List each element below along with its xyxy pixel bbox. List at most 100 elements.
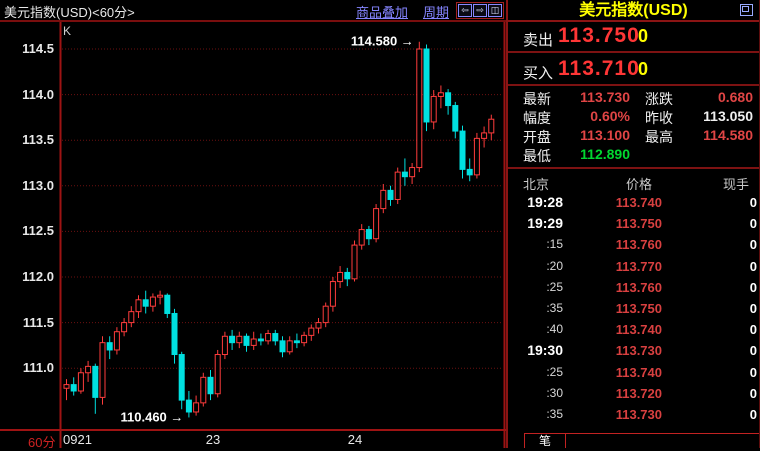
trade-row: :25 113.740 0 <box>508 362 759 383</box>
candle <box>401 171 408 178</box>
x-axis-label: 24 <box>347 432 363 447</box>
trade-time: :20 <box>546 258 563 273</box>
candle <box>301 334 308 344</box>
trade-price: 113.750 <box>615 216 662 232</box>
forward-arrow-icon[interactable]: ⇨ <box>473 4 487 17</box>
trade-time: :35 <box>546 407 563 421</box>
candle <box>272 333 279 342</box>
trade-time: :25 <box>546 364 563 379</box>
quote-panel: 美元指数(USD) 卖出 113.750 0 买入 113.710 0 最新 1… <box>506 0 760 448</box>
sell-size: 0 <box>638 26 649 46</box>
high-annotation: 114.580 → <box>351 34 414 49</box>
trade-time: :25 <box>546 279 563 294</box>
candle <box>437 92 444 97</box>
x-axis-label: 0921 <box>63 432 92 447</box>
candle <box>142 299 149 307</box>
candle <box>113 331 120 351</box>
sell-quote-row: 卖出 113.750 0 <box>508 22 759 53</box>
trade-price: 113.760 <box>615 237 662 253</box>
candle <box>308 327 315 336</box>
header-time: 北京 <box>523 177 550 192</box>
buy-size: 0 <box>638 59 649 79</box>
candle <box>459 130 466 170</box>
trade-row: 19:29 113.750 0 <box>508 213 759 234</box>
stats-row: 开盘 113.100 最高 114.580 <box>508 127 759 147</box>
candle <box>200 376 207 404</box>
candle <box>351 244 358 280</box>
candle <box>135 299 142 313</box>
trade-row: :40 113.740 0 <box>508 319 759 340</box>
candle <box>149 296 156 307</box>
overlay-compare-link[interactable]: 商品叠加 <box>356 5 409 20</box>
candle <box>92 365 99 398</box>
stat-prevclose-label: 昨收 <box>645 110 673 126</box>
candle <box>106 342 113 351</box>
period-link[interactable]: 周期 <box>423 5 450 20</box>
candle <box>365 229 372 240</box>
candle <box>279 340 286 353</box>
candle <box>157 294 164 298</box>
candlestick-chart: 114.580 → 110.460 → <box>0 22 506 448</box>
stat-high-value: 114.580 <box>703 127 753 143</box>
sell-price: 113.750 <box>558 24 640 47</box>
trade-volume: 0 <box>749 237 757 253</box>
x-axis-label: 23 <box>205 432 221 447</box>
trade-time: :30 <box>546 385 563 400</box>
trade-price: 113.740 <box>615 322 662 338</box>
candlestick-chart-region[interactable]: 114.580 → 110.460 → K 114.5 114.0 113.5 113.… <box>0 22 506 450</box>
candle <box>250 338 257 346</box>
trade-volume: 0 <box>749 322 757 338</box>
trade-price: 113.760 <box>615 279 662 295</box>
candle <box>394 171 401 200</box>
header-price: 价格 <box>626 177 653 192</box>
stats-row: 最新 113.730 涨跌 0.680 <box>508 89 759 109</box>
trade-price: 113.720 <box>615 385 662 401</box>
trade-row: 19:30 113.730 0 <box>508 340 759 361</box>
candle <box>481 132 488 139</box>
candle <box>77 372 84 392</box>
trade-volume: 0 <box>749 364 757 380</box>
candle <box>185 399 192 413</box>
stat-last-value: 113.730 <box>580 89 630 105</box>
trade-volume: 0 <box>749 279 757 295</box>
candle <box>99 342 106 398</box>
candle <box>473 137 480 176</box>
trade-volume: 0 <box>749 385 757 401</box>
trade-time: 19:28 <box>527 194 563 210</box>
candle <box>293 340 300 344</box>
back-arrow-icon[interactable]: ⇦ <box>458 4 472 17</box>
trade-row: :30 113.720 0 <box>508 383 759 404</box>
sell-label: 卖出 <box>523 32 554 49</box>
candle <box>387 189 394 200</box>
stat-prevclose-value: 113.050 <box>703 108 753 124</box>
candle <box>171 312 178 356</box>
k-line-label: K <box>63 24 72 38</box>
trade-table-header: 北京 价格 现手 <box>508 171 759 192</box>
trade-time: 19:30 <box>527 342 563 359</box>
trade-row: :20 113.770 0 <box>508 256 759 277</box>
candle <box>214 354 221 395</box>
trade-volume: 0 <box>749 195 757 210</box>
candle <box>243 335 250 346</box>
split-window-icon[interactable]: ◫ <box>488 4 502 17</box>
y-axis-label: 112.5 <box>22 223 54 239</box>
y-axis-label: 114.5 <box>22 41 54 56</box>
candle <box>128 311 135 324</box>
trade-price: 113.750 <box>615 301 662 316</box>
tab-tick-detail[interactable]: 笔 <box>524 433 566 448</box>
trade-volume: 0 <box>749 301 757 316</box>
y-axis-label: 111.5 <box>22 314 54 330</box>
y-axis-label: 113.0 <box>22 177 54 193</box>
trade-volume: 0 <box>749 258 757 274</box>
candle <box>466 168 473 176</box>
candle <box>315 322 322 329</box>
restore-window-icon[interactable] <box>740 4 753 16</box>
stat-low-label: 最低 <box>523 148 551 164</box>
candle <box>85 365 92 374</box>
trade-time: :35 <box>546 301 563 315</box>
candle <box>221 335 228 356</box>
trade-price: 113.740 <box>615 364 662 380</box>
stats-block: 最新 113.730 涨跌 0.680 幅度 0.60% 昨收 113.050 … <box>508 88 759 169</box>
candle <box>337 271 344 283</box>
candle <box>193 402 200 413</box>
